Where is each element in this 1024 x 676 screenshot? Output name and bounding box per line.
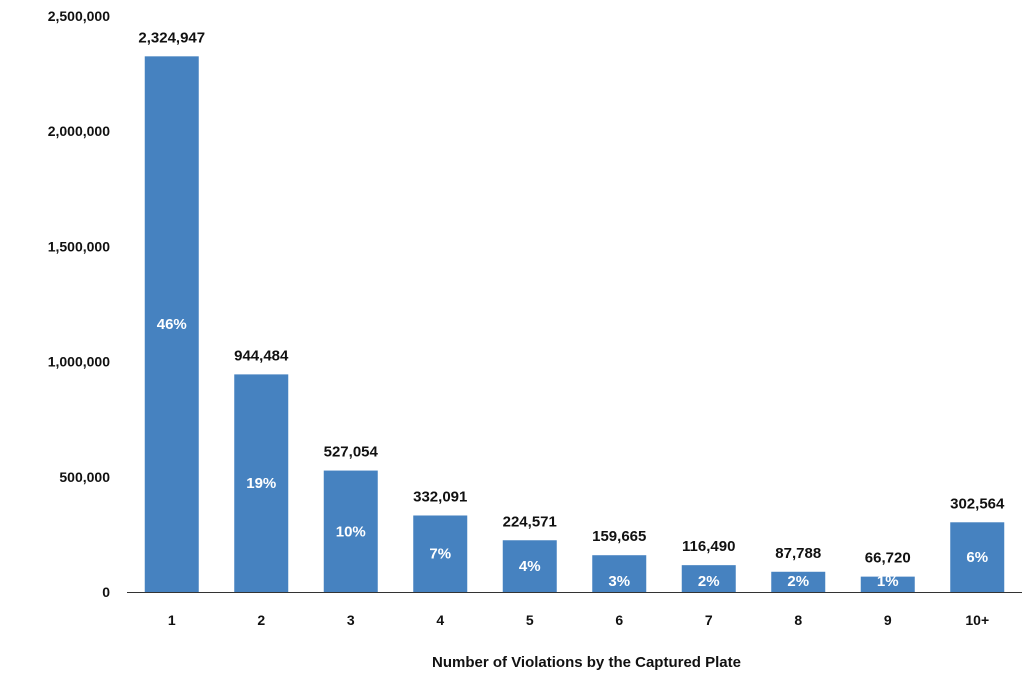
x-tick-label: 7 [705,612,713,628]
y-tick-label: 2,000,000 [48,123,110,139]
bar-1 [144,56,199,592]
bar-2 [234,374,289,592]
bar-value-label: 116,490 [682,538,735,555]
bar-percent-label: 1% [877,573,899,590]
bar-value-label: 159,665 [592,528,646,545]
y-tick-label: 1,000,000 [48,354,110,370]
bar-10+ [950,522,1005,592]
bar-percent-label: 3% [608,573,630,590]
bar-9 [860,576,915,592]
bar-value-label: 332,091 [413,488,467,505]
bar-6 [592,555,647,592]
x-tick-label: 10+ [965,612,989,628]
bar-5 [502,540,557,592]
bar-8 [771,571,826,592]
y-tick-label: 2,500,000 [48,8,110,24]
x-tick-label: 3 [347,612,355,628]
bar-percent-label: 2% [787,573,809,590]
bar-percent-label: 4% [519,558,541,575]
bar-percent-label: 46% [157,316,187,333]
bar-7 [681,565,736,592]
x-tick-label: 1 [168,612,176,628]
x-axis-ticks: 1 2 3 4 5 6 7 8 9 10+ [168,612,989,628]
bar-percent-label: 7% [429,546,451,563]
bar-percent-label: 2% [698,573,720,590]
x-tick-label: 8 [794,612,802,628]
bar-percent-label: 10% [336,523,366,540]
x-tick-label: 5 [526,612,534,628]
bar-value-label: 87,788 [775,545,821,562]
x-tick-label: 4 [436,612,444,628]
bar-percent-label: 19% [246,475,276,492]
bar-value-label: 302,564 [950,495,1005,512]
x-axis-title: Number of Violations by the Captured Pla… [432,654,741,671]
bars-group: 2,324,947 46% 944,484 19% 527,054 10% 332,091 7… [138,29,1005,592]
bar-value-label: 66,720 [865,550,911,567]
bar-value-label: 527,054 [324,444,379,461]
y-axis-ticks: 0 500,000 1,000,000 1,500,000 2,000,000 2,500… [48,8,111,600]
bar-3 [323,470,378,592]
y-tick-label: 0 [102,584,110,600]
x-tick-label: 6 [615,612,623,628]
bar-value-label: 944,484 [234,347,289,364]
bar-4 [413,515,468,592]
x-tick-label: 9 [884,612,892,628]
y-tick-label: 500,000 [59,469,110,485]
bar-value-label: 2,324,947 [138,29,205,46]
y-tick-label: 1,500,000 [48,238,110,254]
x-tick-label: 2 [257,612,265,628]
bar-value-label: 224,571 [503,513,557,530]
bar-percent-label: 6% [966,549,988,566]
